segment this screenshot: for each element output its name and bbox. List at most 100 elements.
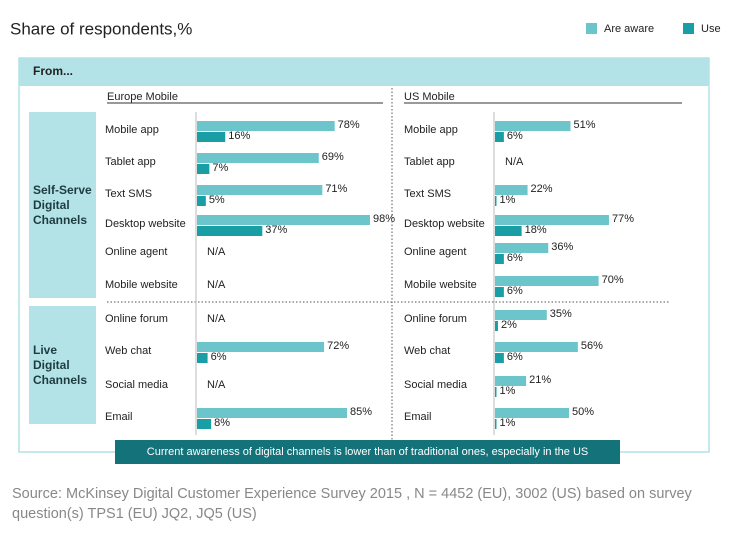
- bar: [197, 353, 208, 363]
- bar: [495, 408, 569, 418]
- value-label: 35%: [550, 308, 572, 320]
- value-label: 1%: [499, 385, 515, 397]
- bar: [495, 287, 504, 297]
- na-label: N/A: [207, 279, 226, 291]
- legend-label: Are aware: [604, 23, 654, 35]
- category-label: Desktop website: [404, 218, 485, 230]
- bar: [197, 121, 335, 131]
- bar: [197, 164, 210, 174]
- category-label: Tablet app: [105, 156, 156, 168]
- value-label: 78%: [338, 119, 360, 131]
- bar: [495, 342, 578, 352]
- bar: [495, 376, 527, 386]
- category-label: Email: [105, 411, 133, 423]
- group-label: Self-Serve Digital Channels: [29, 112, 96, 298]
- category-label: Web chat: [105, 345, 151, 357]
- value-label: 8%: [214, 417, 230, 429]
- value-label: 6%: [507, 130, 523, 142]
- value-label: 21%: [529, 374, 551, 386]
- bar: [197, 342, 325, 352]
- na-label: N/A: [505, 156, 524, 168]
- bar: [495, 276, 599, 286]
- value-label: 1%: [499, 194, 515, 206]
- legend-swatch: [586, 23, 597, 34]
- value-label: 98%: [373, 213, 395, 225]
- category-label: Email: [404, 411, 432, 423]
- value-label: 69%: [322, 151, 344, 163]
- value-label: 6%: [507, 285, 523, 297]
- value-label: 56%: [581, 340, 603, 352]
- bar: [197, 215, 370, 225]
- bar: [495, 243, 549, 253]
- value-label: 71%: [325, 183, 347, 195]
- bar: [197, 196, 206, 206]
- category-label: Mobile app: [105, 124, 159, 136]
- bar: [495, 321, 498, 331]
- na-label: N/A: [207, 379, 226, 391]
- bar: [197, 419, 212, 429]
- category-label: Online agent: [404, 246, 466, 258]
- value-label: 5%: [209, 194, 225, 206]
- category-label: Web chat: [404, 345, 450, 357]
- bar: [197, 132, 226, 142]
- value-label: 22%: [531, 183, 553, 195]
- value-label: 50%: [572, 406, 594, 418]
- bar: [495, 185, 528, 195]
- bar: [197, 153, 319, 163]
- value-label: 85%: [350, 406, 372, 418]
- value-label: 16%: [228, 130, 250, 142]
- bar: [495, 132, 504, 142]
- category-label: Mobile app: [404, 124, 458, 136]
- bar: [495, 196, 497, 206]
- value-label: 37%: [265, 224, 287, 236]
- value-label: 6%: [507, 252, 523, 264]
- na-label: N/A: [207, 246, 226, 258]
- value-label: 70%: [602, 274, 624, 286]
- value-label: 72%: [327, 340, 349, 352]
- note-banner: Current awareness of digital channels is…: [115, 440, 620, 464]
- chart-title: Share of respondents,%: [10, 19, 192, 38]
- value-label: 6%: [507, 351, 523, 363]
- category-label: Online forum: [105, 313, 168, 325]
- value-label: 7%: [212, 162, 228, 174]
- value-label: 2%: [501, 319, 517, 331]
- bar: [495, 387, 497, 397]
- panel-title: US Mobile: [404, 91, 455, 103]
- category-label: Mobile website: [105, 279, 178, 291]
- legend-label: Use: [701, 23, 721, 35]
- category-label: Text SMS: [404, 188, 451, 200]
- bar: [197, 185, 323, 195]
- value-label: 51%: [573, 119, 595, 131]
- category-label: Mobile website: [404, 279, 477, 291]
- panel-title: Europe Mobile: [107, 91, 178, 103]
- na-label: N/A: [207, 313, 226, 325]
- header-band: [19, 58, 709, 86]
- value-label: 1%: [499, 417, 515, 429]
- bar: [495, 254, 504, 264]
- category-label: Tablet app: [404, 156, 455, 168]
- value-label: 77%: [612, 213, 634, 225]
- category-label: Social media: [105, 379, 169, 391]
- bar: [197, 226, 263, 236]
- value-label: 6%: [211, 351, 227, 363]
- value-label: 18%: [525, 224, 547, 236]
- category-label: Online forum: [404, 313, 467, 325]
- source: Source: McKinsey Digital Customer Experi…: [12, 486, 692, 522]
- value-label: 36%: [551, 241, 573, 253]
- bar: [495, 353, 504, 363]
- bar: [495, 226, 522, 236]
- bar: [495, 215, 609, 225]
- category-label: Text SMS: [105, 188, 152, 200]
- bar: [495, 121, 571, 131]
- bar: [495, 419, 497, 429]
- bar: [197, 408, 348, 418]
- category-label: Social media: [404, 379, 468, 391]
- bar: [495, 310, 547, 320]
- header-label: From...: [33, 64, 73, 78]
- legend-swatch: [683, 23, 694, 34]
- group-label: Live Digital Channels: [29, 306, 96, 424]
- category-label: Online agent: [105, 246, 167, 258]
- category-label: Desktop website: [105, 218, 186, 230]
